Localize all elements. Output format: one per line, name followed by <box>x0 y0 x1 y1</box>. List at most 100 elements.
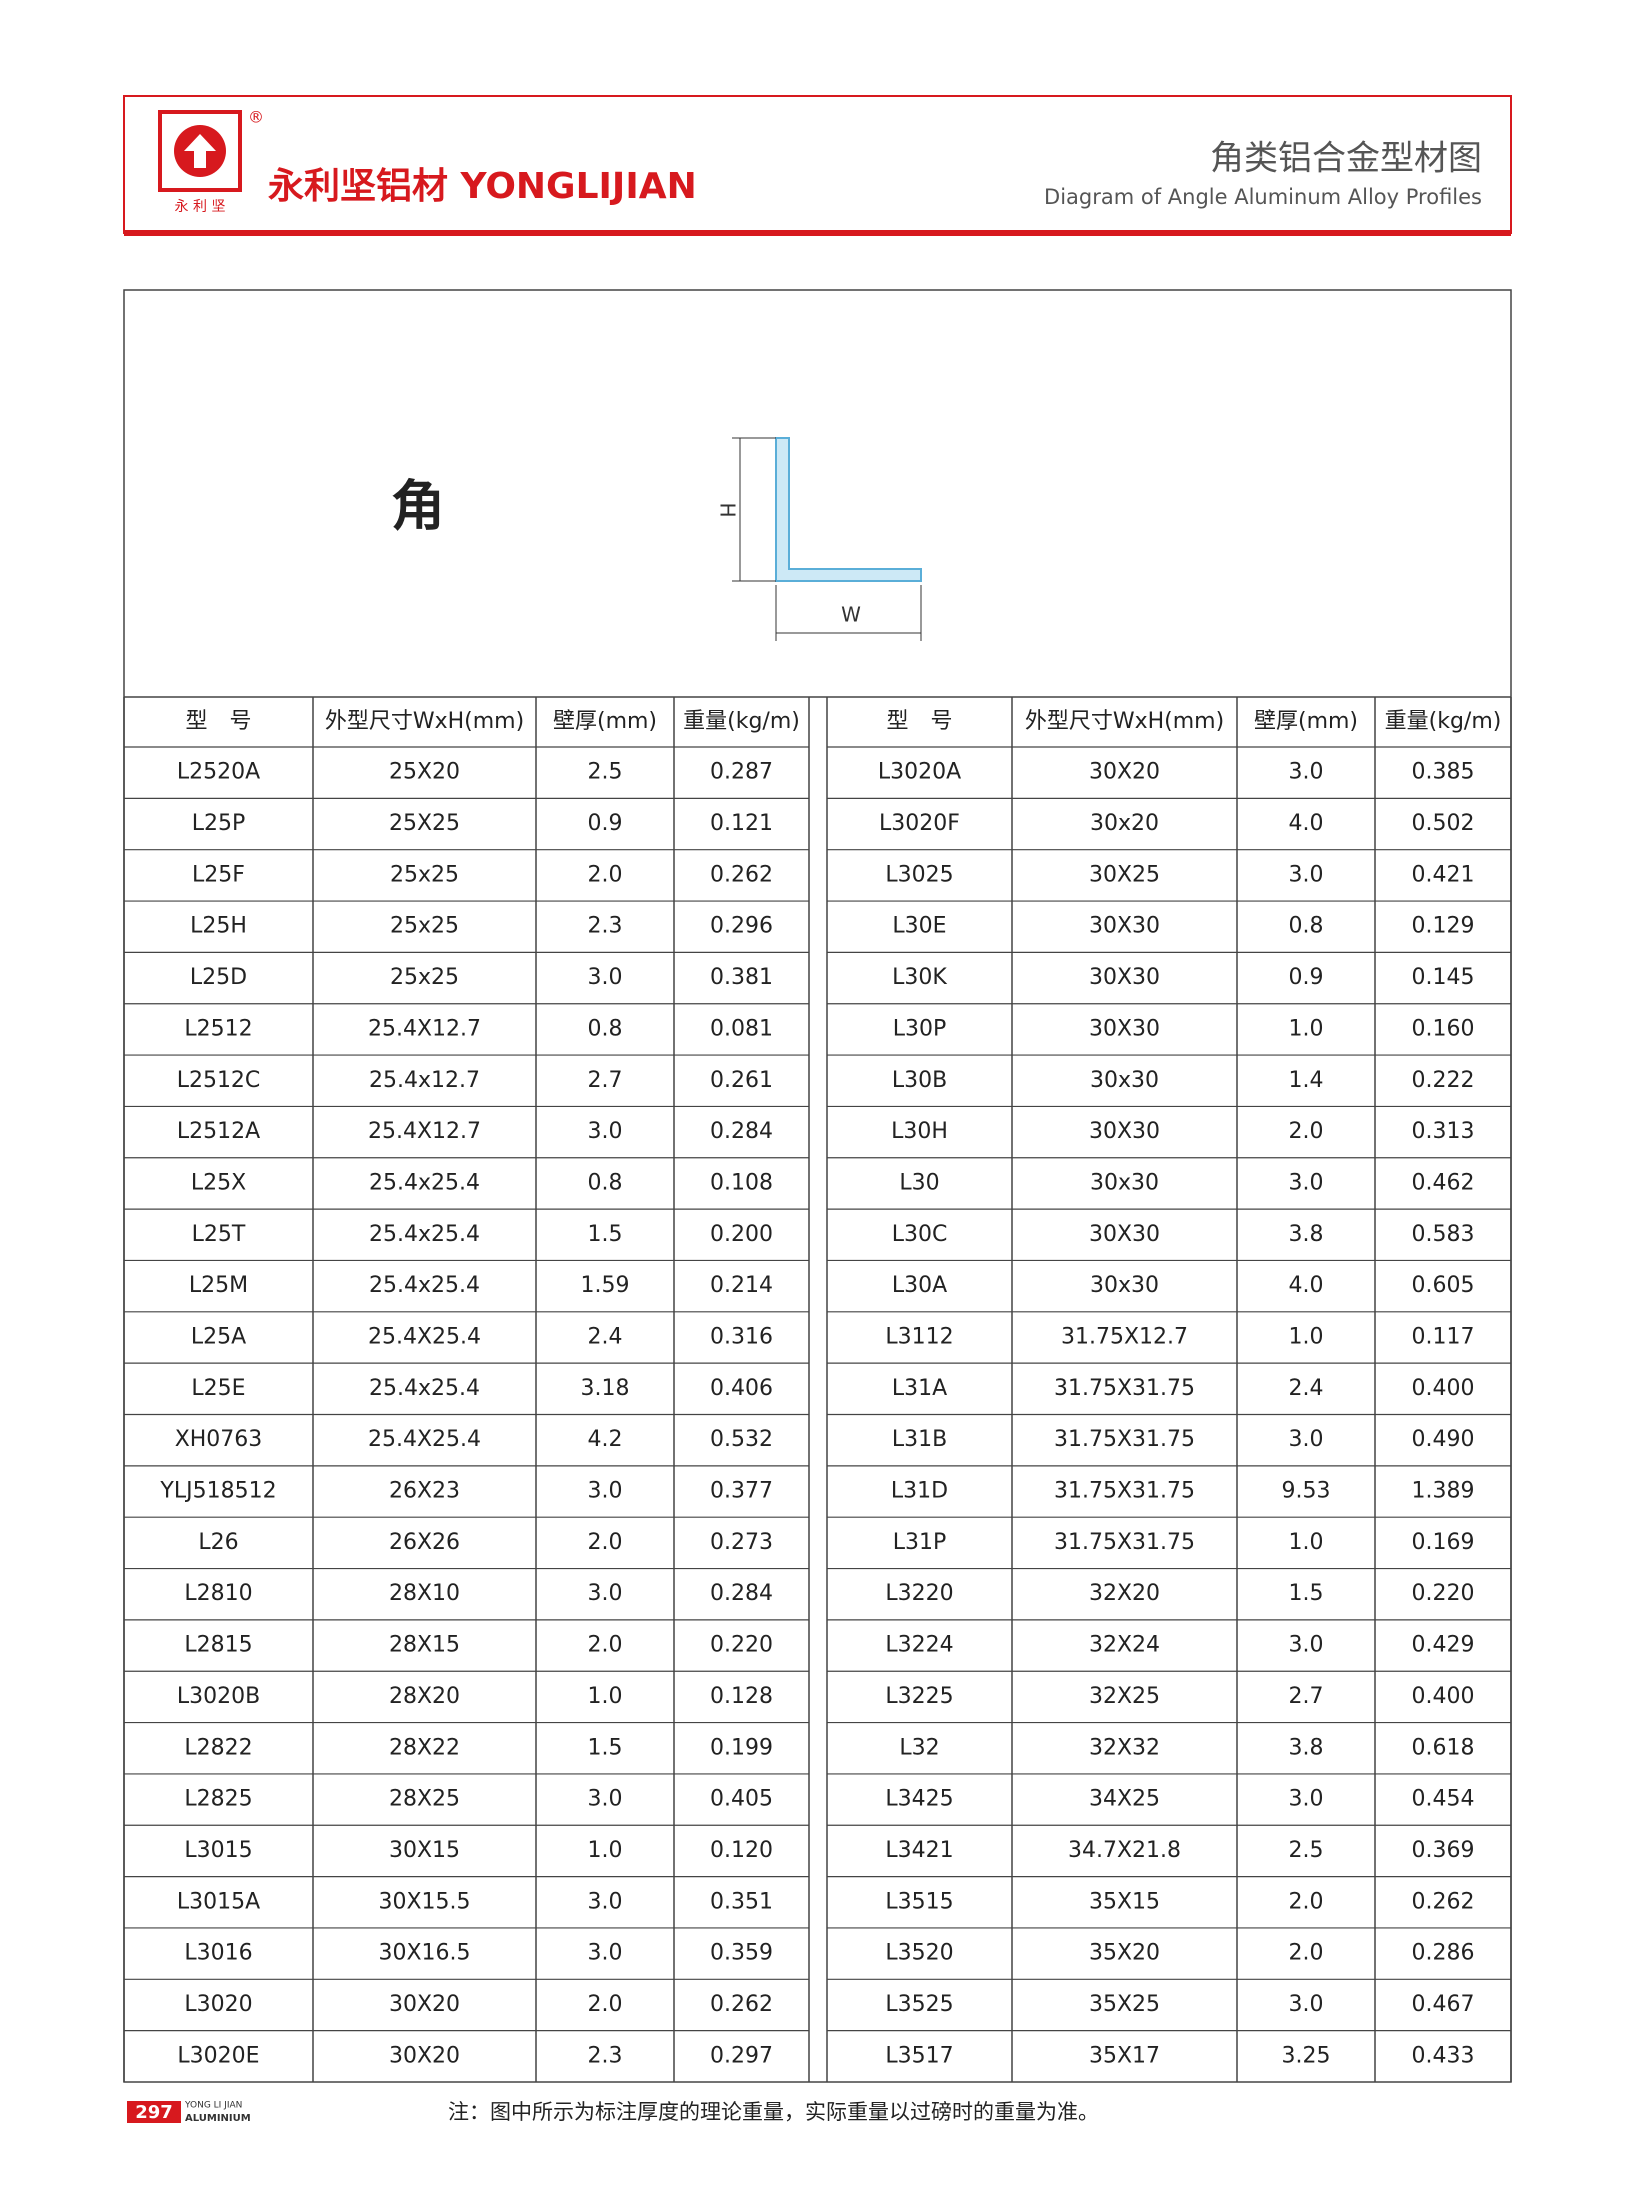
figure-label: 角 <box>391 475 445 538</box>
cell: 0.381 <box>710 965 773 990</box>
cell: 0.313 <box>1412 1119 1475 1144</box>
cell: 0.287 <box>710 760 773 785</box>
cell: 28X10 <box>389 1581 460 1606</box>
cell: 0.429 <box>1412 1633 1475 1658</box>
cell: 32X24 <box>1089 1633 1160 1658</box>
cell: L2810 <box>184 1581 252 1606</box>
logo-text: 永 利 坚 <box>175 199 226 215</box>
cell: 0.8 <box>588 1170 623 1195</box>
cell: 0.262 <box>710 1992 773 2017</box>
cell: 0.297 <box>710 2043 773 2068</box>
footnote: 注：图中所示为标注厚度的理论重量，实际重量以过磅时的重量为准。 <box>448 2100 1099 2124</box>
cell: 30X30 <box>1089 1119 1160 1144</box>
cell: 26X26 <box>389 1530 460 1555</box>
cell: L25A <box>191 1324 246 1349</box>
cell: 2.4 <box>1289 1376 1324 1401</box>
cell: 1.0 <box>1289 1324 1324 1349</box>
cell: 3.0 <box>1289 862 1324 887</box>
cell: 25.4X25.4 <box>368 1427 481 1452</box>
cell: 0.117 <box>1412 1324 1475 1349</box>
cell: L3225 <box>885 1684 953 1709</box>
cell: 1.389 <box>1412 1479 1475 1504</box>
cell: L30C <box>892 1222 948 1247</box>
cell: L3525 <box>885 1992 953 2017</box>
cell: 31.75X12.7 <box>1061 1324 1188 1349</box>
cell: 0.8 <box>1289 914 1324 939</box>
cell: L30A <box>892 1273 947 1298</box>
cell: 0.108 <box>710 1170 773 1195</box>
cell: L2822 <box>184 1735 252 1760</box>
header-rule <box>124 230 1511 236</box>
cell: L3020E <box>177 2043 259 2068</box>
cell: L25H <box>190 914 247 939</box>
cell: 0.490 <box>1412 1427 1475 1452</box>
cell: 26X23 <box>389 1479 460 1504</box>
cell: 30x30 <box>1090 1273 1159 1298</box>
logo-symbol <box>184 134 216 168</box>
cell: 0.214 <box>710 1273 773 1298</box>
cell: 30X30 <box>1089 965 1160 990</box>
cell: 0.9 <box>1289 965 1324 990</box>
cell: 0.262 <box>1412 1889 1475 1914</box>
cell: 30X15 <box>389 1838 460 1863</box>
cell: 34X25 <box>1089 1787 1160 1812</box>
cell: 0.583 <box>1412 1222 1475 1247</box>
cell: 2.3 <box>588 914 623 939</box>
cell: 34.7X21.8 <box>1068 1838 1181 1863</box>
cell: L25X <box>191 1170 246 1195</box>
cell: 3.18 <box>581 1376 630 1401</box>
cell: 32X25 <box>1089 1684 1160 1709</box>
cell: 1.0 <box>588 1684 623 1709</box>
cell: L32 <box>899 1735 939 1760</box>
cell: L3224 <box>885 1633 953 1658</box>
cell: L31B <box>892 1427 947 1452</box>
cell: 30x20 <box>1090 811 1159 836</box>
cell: 0.351 <box>710 1889 773 1914</box>
cell: L3020B <box>177 1684 260 1709</box>
cell: 2.3 <box>588 2043 623 2068</box>
cell: 31.75X31.75 <box>1054 1427 1195 1452</box>
footer-brand: YONG LI JIAN <box>184 2101 242 2111</box>
cell: 30X20 <box>389 2043 460 2068</box>
cell: 2.0 <box>1289 1889 1324 1914</box>
cell: 2.4 <box>588 1324 623 1349</box>
cell: L2825 <box>184 1787 252 1812</box>
column-header: 壁厚(mm) <box>553 709 657 734</box>
cell: L25D <box>190 965 247 990</box>
cell: 1.4 <box>1289 1068 1324 1093</box>
cell: 0.273 <box>710 1530 773 1555</box>
cell: 28X20 <box>389 1684 460 1709</box>
cell: 2.0 <box>1289 1941 1324 1966</box>
cell: 31.75X31.75 <box>1054 1376 1195 1401</box>
cell: 30X20 <box>1089 760 1160 785</box>
column-header: 壁厚(mm) <box>1254 709 1358 734</box>
cell: 35X17 <box>1089 2043 1160 2068</box>
cell: 0.421 <box>1412 862 1475 887</box>
cell: L25T <box>192 1222 246 1247</box>
cell: 0.385 <box>1412 760 1475 785</box>
cell: 0.160 <box>1412 1016 1475 1041</box>
cell: L25F <box>192 862 245 887</box>
cell: 25.4x12.7 <box>369 1068 480 1093</box>
cell: 3.0 <box>588 1787 623 1812</box>
cell: 0.618 <box>1412 1735 1475 1760</box>
cell: 1.5 <box>1289 1581 1324 1606</box>
cell: 0.433 <box>1412 2043 1475 2068</box>
cell: 0.284 <box>710 1119 773 1144</box>
cell: 1.0 <box>1289 1530 1324 1555</box>
cell: 0.406 <box>710 1376 773 1401</box>
cell: 32X20 <box>1089 1581 1160 1606</box>
cell: 3.25 <box>1282 2043 1331 2068</box>
cell: 25.4x25.4 <box>369 1170 480 1195</box>
page-number: 297 <box>135 2102 173 2123</box>
cell: 0.220 <box>710 1633 773 1658</box>
cell: L25E <box>191 1376 245 1401</box>
cell: 25.4X12.7 <box>368 1119 481 1144</box>
cell: 3.0 <box>1289 760 1324 785</box>
cell: 3.0 <box>1289 1787 1324 1812</box>
cell: L3015A <box>177 1889 260 1914</box>
cell: 1.59 <box>581 1273 630 1298</box>
cell: L3015 <box>184 1838 252 1863</box>
cell: YLJ518512 <box>159 1479 276 1504</box>
cell: L3016 <box>184 1941 252 1966</box>
